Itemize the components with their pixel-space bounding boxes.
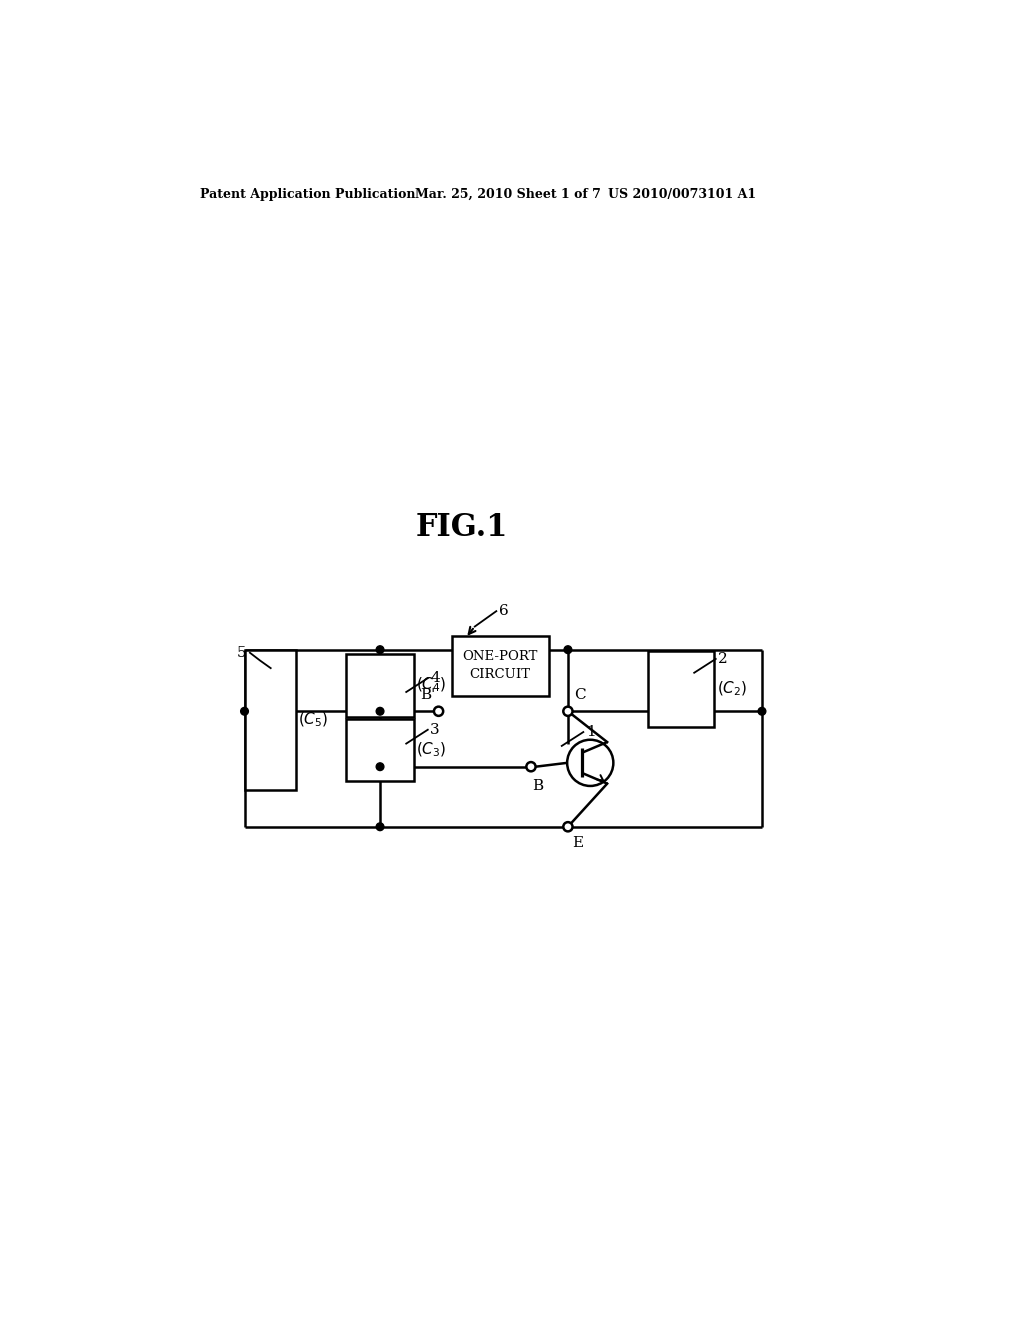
Circle shape (376, 763, 384, 771)
Text: E: E (572, 836, 584, 850)
Bar (245, 649, 296, 789)
Text: $(C_5)$: $(C_5)$ (298, 710, 329, 729)
Text: 5: 5 (237, 645, 247, 660)
Text: $(C_3)$: $(C_3)$ (416, 741, 446, 759)
Circle shape (376, 645, 384, 653)
Text: B': B' (420, 688, 435, 702)
Text: B: B (532, 779, 544, 793)
Text: ONE-PORT
CIRCUIT: ONE-PORT CIRCUIT (463, 651, 538, 681)
Text: 2: 2 (718, 652, 728, 665)
Circle shape (564, 645, 571, 653)
Circle shape (434, 706, 443, 715)
Text: $(C_2)$: $(C_2)$ (717, 680, 746, 698)
Text: FIG.1: FIG.1 (416, 512, 508, 544)
Bar (346, 719, 414, 780)
Circle shape (376, 822, 384, 830)
Text: $(C_4)$: $(C_4)$ (416, 676, 446, 694)
Text: Patent Application Publication: Patent Application Publication (200, 187, 416, 201)
Text: Mar. 25, 2010 Sheet 1 of 7: Mar. 25, 2010 Sheet 1 of 7 (416, 187, 601, 201)
Text: 6: 6 (499, 605, 508, 618)
Text: US 2010/0073101 A1: US 2010/0073101 A1 (608, 187, 756, 201)
Bar (648, 651, 714, 726)
Bar (346, 653, 414, 718)
Text: 3: 3 (430, 723, 439, 737)
Text: C: C (574, 688, 586, 702)
Circle shape (563, 822, 572, 832)
Circle shape (376, 708, 384, 715)
Circle shape (241, 708, 249, 715)
Text: 4: 4 (430, 671, 440, 685)
Circle shape (758, 708, 766, 715)
Text: 1: 1 (586, 725, 595, 739)
Circle shape (563, 706, 572, 715)
Circle shape (526, 762, 536, 771)
Bar (453, 636, 549, 696)
